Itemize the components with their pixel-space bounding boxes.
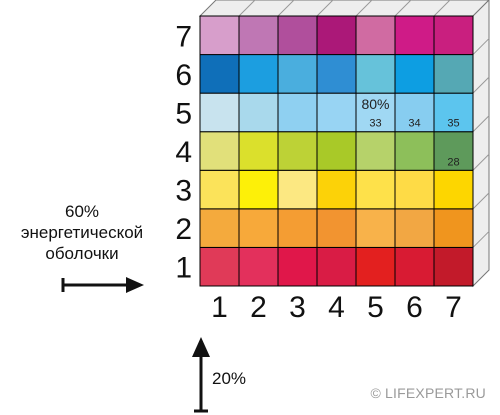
grid-cell-r1-c4	[316, 246, 357, 287]
grid-cell-r3-c7	[433, 169, 474, 210]
col-label-7: 7	[445, 291, 462, 324]
grid-depth-line	[472, 192, 490, 210]
grid-depth-line	[355, 0, 373, 17]
grid-cell-r6-c1	[199, 54, 240, 94]
row-label-6: 6	[175, 59, 192, 92]
grid-cell-r4-c4	[316, 131, 357, 171]
cell-note-number: 35	[447, 118, 459, 130]
grid-cell-r4-c6	[394, 131, 435, 171]
grid-cell-r1-c2	[238, 246, 279, 287]
grid-cell-r2-c3	[277, 208, 318, 248]
grid-depth-line	[472, 231, 490, 248]
grid-cell-r7-c5	[355, 15, 396, 56]
grid-cell-r3-c6	[394, 169, 435, 210]
grid-depth-line	[238, 0, 256, 17]
row-label-3: 3	[175, 175, 192, 208]
grid-cell-r1-c5	[355, 246, 396, 287]
col-label-3: 3	[289, 291, 306, 324]
grid-cell-r6-c7	[433, 54, 474, 94]
grid-depth-line	[472, 76, 490, 94]
grid-depth-line	[433, 0, 451, 17]
grid-cell-r2-c4	[316, 208, 357, 248]
row-label-4: 4	[175, 136, 192, 169]
left-annotation-line-3: оболочки	[45, 244, 119, 263]
grid-cell-r1-c6	[394, 246, 435, 287]
grid-cell-r7-c1	[199, 15, 240, 56]
grid-depth-line	[472, 38, 490, 55]
grid-cell-r7-c4	[316, 15, 357, 56]
grid-depth-line	[277, 0, 295, 17]
grid-cell-r3-c3	[277, 169, 318, 210]
grid-cell-r3-c1	[199, 169, 240, 210]
grid-cell-r5-c3	[277, 92, 318, 133]
grid-depth-line	[316, 0, 334, 17]
left-annotation: 60% энергетической оболочки	[2, 201, 162, 264]
row-label-7: 7	[175, 20, 192, 53]
grid-cell-r2-c1	[199, 208, 240, 248]
grid-cell-r5-c1	[199, 92, 240, 133]
grid-cell-r7-c2	[238, 15, 279, 56]
grid-cell-r1-c7	[433, 246, 474, 287]
grid-cell-r5-c5	[355, 92, 396, 133]
grid-cell-r2-c2	[238, 208, 279, 248]
grid-cell-r7-c6	[394, 15, 435, 56]
grid-cell-r6-c2	[238, 54, 279, 94]
right-arrow-icon	[61, 277, 144, 293]
grid-depth-line	[394, 0, 412, 17]
row-label-5: 5	[175, 97, 192, 130]
grid-cell-r4-c2	[238, 131, 279, 171]
up-arrow-icon	[192, 337, 210, 413]
grid-cell-r3-c2	[238, 169, 279, 210]
grid-cell-r7-c7	[433, 15, 474, 56]
grid-cell-r5-c6	[394, 92, 435, 133]
row-label-1: 1	[175, 252, 192, 285]
grid-cell-r5-c2	[238, 92, 279, 133]
grid-top-face	[198, 0, 490, 17]
grid-cell-r4-c1	[199, 131, 240, 171]
grid-cell-r2-c7	[433, 208, 474, 248]
cell-note-number: 34	[408, 118, 420, 130]
col-label-4: 4	[328, 291, 345, 324]
grid-cell-r5-c4	[316, 92, 357, 133]
cell-note-number: 28	[447, 156, 459, 168]
col-label-2: 2	[250, 291, 267, 324]
grid-cell-r1-c3	[277, 246, 318, 287]
cell-note-number: 33	[369, 118, 381, 130]
grid-side-face	[472, 0, 490, 288]
grid-cell-r2-c6	[394, 208, 435, 248]
bottom-annotation: 20%	[212, 369, 247, 388]
row-label-2: 2	[175, 213, 192, 246]
grid-cell-r6-c6	[394, 54, 435, 94]
grid-cell-r2-c5	[355, 208, 396, 248]
left-annotation-percent: 60%	[64, 202, 100, 221]
grid-cell-r6-c5	[355, 54, 396, 94]
grid-depth-line	[472, 153, 490, 171]
grid-cell-r4-c3	[277, 131, 318, 171]
grid-cell-r7-c3	[277, 15, 318, 56]
col-label-5: 5	[367, 291, 384, 324]
grid-cell-r6-c3	[277, 54, 318, 94]
grid-cell-r3-c5	[355, 169, 396, 210]
grid-cell-r3-c4	[316, 169, 357, 210]
grid-cell-r6-c4	[316, 54, 357, 94]
left-annotation-line-2: энергетической	[20, 223, 144, 242]
grid-depth-line	[472, 115, 490, 133]
copyright-watermark: © LIFEXPERT.RU	[370, 385, 486, 401]
col-label-6: 6	[406, 291, 423, 324]
cell-note-percent: 80%	[361, 96, 389, 112]
col-label-1: 1	[211, 291, 228, 324]
grid-cell-r4-c5	[355, 131, 396, 171]
grid-cell-r1-c1	[199, 246, 240, 287]
